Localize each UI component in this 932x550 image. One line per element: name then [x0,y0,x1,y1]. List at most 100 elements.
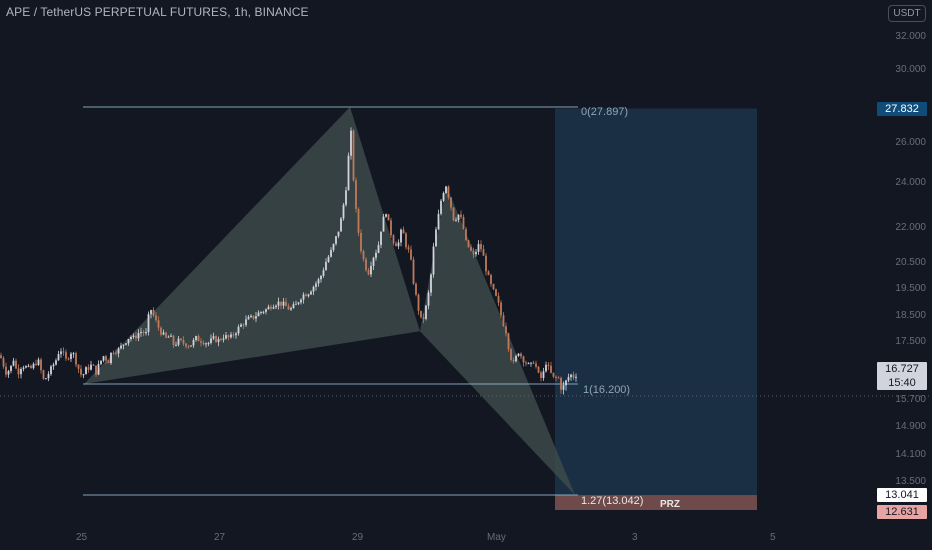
x-tick: 29 [352,532,364,543]
candle-body [497,295,500,303]
candle-body [85,367,87,375]
candle-body [510,349,512,360]
candle-body [180,338,182,341]
candle-body [92,364,95,366]
candle-body [100,360,102,365]
candle-body [435,229,437,247]
candle-body [157,320,160,328]
candle-body [15,360,17,369]
candle-body [460,214,462,218]
candle-body [392,235,395,244]
candle-body [457,214,460,220]
candle-body [192,339,195,346]
candle-body [382,216,385,232]
candle-body [307,294,310,297]
candle-body [540,372,542,378]
candle-body [172,335,175,346]
candle-body [527,363,530,365]
candle-body [22,367,25,370]
candle-body [502,315,505,327]
candle-body [402,229,405,234]
candle-body [387,214,390,221]
candle-body [70,353,72,359]
candle-body [425,305,427,319]
candle-body [250,315,252,317]
candle-body [200,341,202,343]
candle-body [427,292,430,306]
candle-body [95,365,97,375]
harmonic-bcd-triangle [420,185,575,495]
candle-body [557,377,560,379]
candle-body [0,355,2,359]
prz-top-price-tag: 13.041 [877,488,927,502]
currency-selector[interactable]: USDT [888,5,926,22]
candle-body [152,310,155,316]
candle-body [37,359,40,365]
candle-body [380,231,382,245]
prz-label: PRZ [660,499,680,510]
candle-body [260,311,262,313]
candle-body [335,236,337,244]
candle-body [170,335,172,337]
candle-body [267,306,270,310]
candle-body [432,246,435,275]
candle-body [535,363,537,367]
candle-body [552,372,555,377]
candle-body [235,333,237,336]
y-tick: 20.500 [895,257,926,268]
candle-body [17,368,20,375]
y-tick: 15.700 [895,394,926,405]
candle-body [142,331,145,334]
candle-body [325,261,327,271]
candle-body [547,364,550,366]
candle-body [32,363,35,369]
candle-body [550,365,552,373]
candle-body [485,255,487,272]
candle-body [572,374,575,378]
candle-body [567,377,570,381]
candle-body [377,244,380,253]
candle-body [480,244,482,250]
candle-body [417,294,420,311]
candle-body [330,250,332,257]
candle-body [10,365,12,372]
candle-body [520,353,522,357]
candle-body [80,368,82,375]
candle-body [62,351,65,353]
candle-body [347,155,350,191]
candle-body [310,291,312,295]
candle-body [65,352,67,359]
x-tick: May [487,532,506,543]
candle-body [45,378,47,380]
candle-body [162,332,165,335]
candle-body [120,345,122,349]
y-tick: 32.000 [895,31,926,42]
candle-body [247,316,250,320]
candle-body [415,283,417,295]
candle-body [67,358,70,360]
prz-bottom-price-tag: 12.631 [877,505,927,519]
candle-body [525,362,527,364]
candle-body [507,333,510,350]
candle-body [350,130,352,156]
candle-body [385,214,387,217]
candle-body [372,257,375,266]
candle-body [332,243,335,251]
candle-body [450,197,452,208]
candle-body [280,301,282,306]
fib-level-127-label: 1.27(13.042) [581,495,644,507]
candle-body [475,251,477,255]
candle-body [140,331,142,334]
candle-body [240,324,242,327]
candle-body [447,186,450,198]
candle-body [210,338,212,343]
candle-body [322,270,325,276]
candle-body [530,362,532,364]
candle-body [562,385,565,390]
current-price: 16.727 [885,363,919,375]
candle-body [230,334,232,338]
candle-body [177,338,180,345]
fib-level-1-label: 1(16.200) [583,384,631,396]
